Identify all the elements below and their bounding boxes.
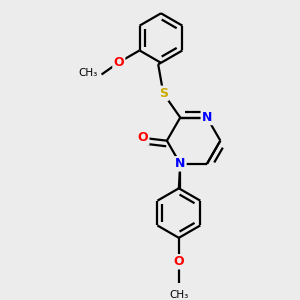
Text: N: N [202,111,212,124]
Text: N: N [175,157,185,170]
Text: O: O [173,255,184,268]
Text: O: O [113,56,124,69]
Text: CH₃: CH₃ [78,68,97,78]
Text: O: O [138,131,148,144]
Text: S: S [159,87,168,100]
Text: CH₃: CH₃ [169,290,188,300]
